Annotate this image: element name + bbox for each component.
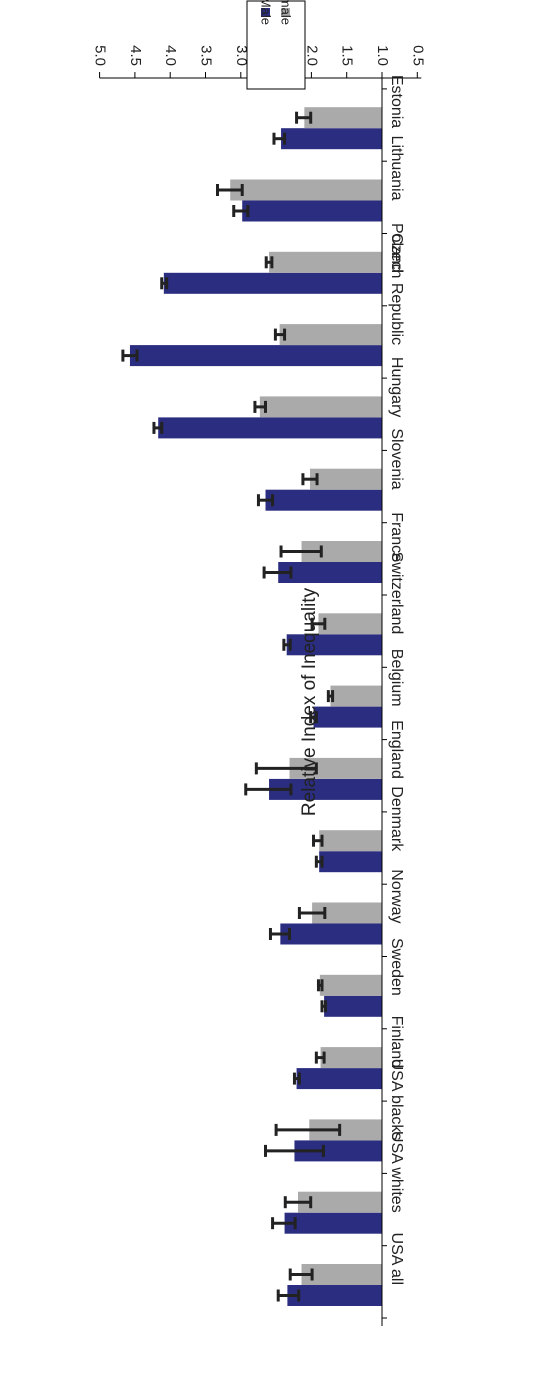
category-label: Finland: [388, 1016, 405, 1068]
bar-male: [242, 201, 382, 222]
value-tick-label: 1.0: [374, 45, 391, 66]
category-label: Poland: [388, 223, 405, 273]
bar-male: [297, 1068, 382, 1089]
value-tick-label: 5.0: [92, 45, 109, 66]
bar-male: [158, 417, 382, 438]
bar-female: [320, 975, 382, 996]
bar-female: [269, 252, 382, 273]
value-tick-label: 1.5: [339, 45, 356, 66]
bar-male: [324, 996, 382, 1017]
legend-label-male: Male: [259, 0, 274, 25]
bar-male: [130, 345, 382, 366]
category-label: Lithuania: [388, 136, 405, 201]
bar-male: [280, 924, 382, 945]
legend-label-female: Female: [279, 0, 294, 25]
category-label: USA whites: [388, 1131, 405, 1213]
bar-male: [285, 1213, 382, 1234]
bar-female: [310, 469, 382, 490]
category-label: Slovenia: [388, 428, 405, 489]
category-label: France: [388, 512, 405, 562]
category-label: Sweden: [388, 938, 405, 996]
category-label: Switzerland: [388, 552, 405, 635]
bar-male: [281, 128, 382, 149]
category-label: Norway: [388, 869, 405, 923]
category-label: Hungary: [388, 357, 405, 417]
bar-male: [278, 562, 382, 583]
value-tick-label: 0.5: [409, 45, 426, 66]
bar-male: [266, 490, 382, 511]
legend: Male Female: [247, 0, 305, 89]
bar-male: [314, 707, 382, 728]
category-label: USA blacks: [388, 1059, 405, 1141]
category-label: Estonia: [388, 75, 405, 128]
bar-female: [260, 396, 382, 417]
bar-male: [164, 273, 382, 294]
bar-male: [319, 851, 382, 872]
value-tick-label: 4.5: [127, 45, 144, 66]
bar-female: [318, 613, 382, 634]
legend-box: [247, 1, 305, 89]
bar-male: [287, 1285, 382, 1306]
value-tick-label: 2.0: [303, 45, 320, 66]
bar-female: [330, 686, 382, 707]
category-label: Denmark: [388, 786, 405, 852]
bar-female: [304, 107, 382, 128]
bar-female: [321, 1047, 382, 1068]
category-label: USA all: [388, 1233, 405, 1285]
value-tick-label: 4.0: [162, 45, 179, 66]
bar-female: [280, 324, 382, 345]
value-axis-title: Relative Index of Inequality: [299, 587, 320, 816]
value-tick-label: 3.5: [198, 45, 215, 66]
category-label: England: [388, 720, 405, 779]
category-label: Belgium: [388, 649, 405, 707]
bar-female: [319, 830, 382, 851]
bar-female: [230, 180, 382, 201]
